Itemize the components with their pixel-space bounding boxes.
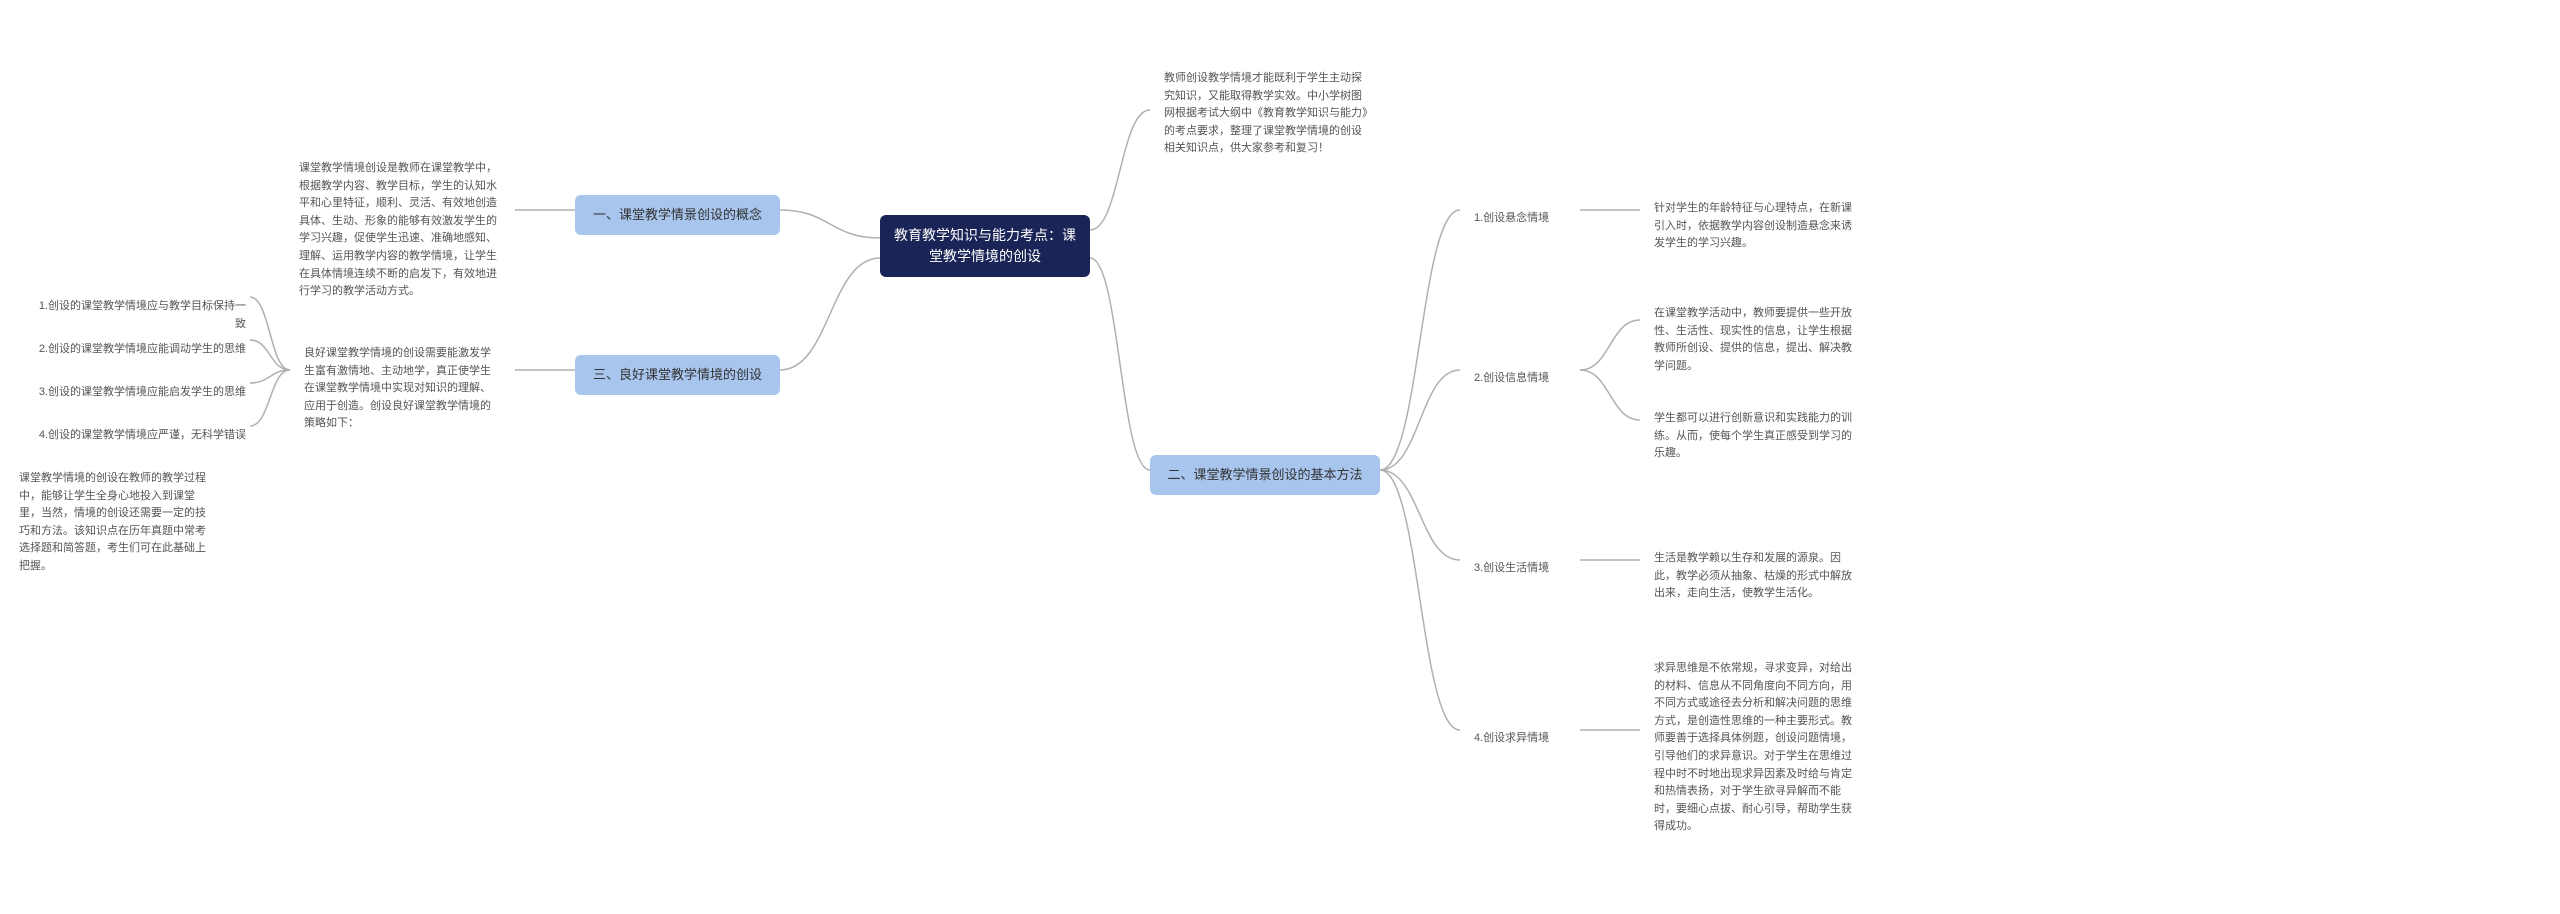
branch-2-item-2-desc2: 学生都可以进行创新意识和实践能力的训练。从而，使每个学生真正感受到学习的乐趣。 [1640, 400, 1870, 473]
b2-i2-desc2: 学生都可以进行创新意识和实践能力的训练。从而，使每个学生真正感受到学习的乐趣。 [1654, 412, 1852, 459]
intro-content: 教师创设教学情境才能既利于学生主动探究知识，又能取得教学实效。中小学树图网根据考… [1164, 72, 1368, 154]
branch-3: 三、良好课堂教学情境的创设 [575, 355, 780, 395]
root-title: 教育教学知识与能力考点：课堂教学情境的创设 [894, 227, 1076, 264]
b2-i3-desc: 生活是教学赖以生存和发展的源泉。因此，教学必须从抽象、枯燥的形式中解放出来，走向… [1654, 552, 1852, 599]
branch-3-footnote: 课堂教学情境的创设在教师的教学过程中，能够让学生全身心地投入到课堂里，当然，情境… [5, 460, 220, 586]
b3-i1-label: 1.创设的课堂教学情境应与教学目标保持一致 [39, 300, 246, 330]
b3-i2-label: 2.创设的课堂教学情境应能调动学生的思维 [39, 343, 246, 355]
branch-3-item-3: 3.创设的课堂教学情境应能启发学生的思维 [20, 374, 260, 412]
b3-i4-label: 4.创设的课堂教学情境应严谨，无科学错误 [39, 429, 246, 441]
branch-2-title: 二、课堂教学情景创设的基本方法 [1167, 467, 1362, 482]
b2-i1-label: 1.创设悬念情境 [1474, 212, 1549, 224]
branch-2-item-4: 4.创设求异情境 [1460, 720, 1580, 758]
b2-i3-label: 3.创设生活情境 [1474, 562, 1549, 574]
branch-1-desc: 课堂教学情境创设是教师在课堂教学中，根据教学内容、教学目标，学生的认知水平和心里… [285, 150, 515, 311]
branch-1-desc-text: 课堂教学情境创设是教师在课堂教学中，根据教学内容、教学目标，学生的认知水平和心里… [299, 162, 497, 297]
b2-i1-desc: 针对学生的年龄特征与心理特点，在新课引入时，依据教学内容创设制造悬念来诱发学生的… [1654, 202, 1852, 249]
branch-2-item-2-desc: 在课堂教学活动中，教师要提供一些开放性、生活性、现实性的信息，让学生根据教师所创… [1640, 295, 1870, 385]
branch-2-item-1-desc: 针对学生的年龄特征与心理特点，在新课引入时，依据教学内容创设制造悬念来诱发学生的… [1640, 190, 1870, 263]
branch-3-desc-text: 良好课堂教学情境的创设需要能激发学生富有激情地、主动地学，真正使学生在课堂教学情… [304, 347, 491, 429]
branch-2-item-3: 3.创设生活情境 [1460, 550, 1580, 588]
intro-text: 教师创设教学情境才能既利于学生主动探究知识，又能取得教学实效。中小学树图网根据考… [1150, 60, 1385, 168]
branch-1-title: 一、课堂教学情景创设的概念 [593, 207, 762, 222]
branch-3-desc: 良好课堂教学情境的创设需要能激发学生富有激情地、主动地学，真正使学生在课堂教学情… [290, 335, 515, 443]
branch-3-item-2: 2.创设的课堂教学情境应能调动学生的思维 [20, 331, 260, 369]
b2-i4-desc: 求异思维是不依常规，寻求变异，对给出的材料、信息从不同角度向不同方向，用不同方式… [1654, 662, 1852, 832]
branch-2-item-3-desc: 生活是教学赖以生存和发展的源泉。因此，教学必须从抽象、枯燥的形式中解放出来，走向… [1640, 540, 1870, 613]
branch-2-item-2: 2.创设信息情境 [1460, 360, 1580, 398]
branch-3-item-4: 4.创设的课堂教学情境应严谨，无科学错误 [20, 417, 260, 455]
branch-2-item-4-desc: 求异思维是不依常规，寻求变异，对给出的材料、信息从不同角度向不同方向，用不同方式… [1640, 650, 1875, 846]
b3-footnote-text: 课堂教学情境的创设在教师的教学过程中，能够让学生全身心地投入到课堂里，当然，情境… [19, 472, 206, 572]
b2-i2-label: 2.创设信息情境 [1474, 372, 1549, 384]
branch-1: 一、课堂教学情景创设的概念 [575, 195, 780, 235]
branch-2: 二、课堂教学情景创设的基本方法 [1150, 455, 1380, 495]
root-node: 教育教学知识与能力考点：课堂教学情境的创设 [880, 215, 1090, 277]
b2-i2-desc: 在课堂教学活动中，教师要提供一些开放性、生活性、现实性的信息，让学生根据教师所创… [1654, 307, 1852, 372]
branch-2-item-1: 1.创设悬念情境 [1460, 200, 1580, 238]
b2-i4-label: 4.创设求异情境 [1474, 732, 1549, 744]
b3-i3-label: 3.创设的课堂教学情境应能启发学生的思维 [39, 386, 246, 398]
branch-3-title: 三、良好课堂教学情境的创设 [593, 367, 762, 382]
